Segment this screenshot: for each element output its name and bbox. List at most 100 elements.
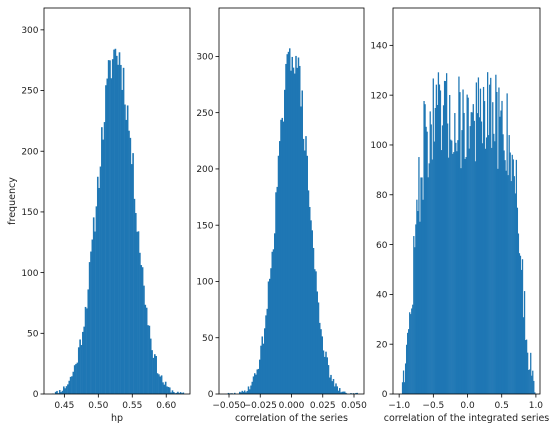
- hp-histogram-bar: [130, 164, 133, 394]
- hp-y-tick-label: 300: [21, 26, 38, 36]
- int-histogram-bar: [445, 73, 448, 395]
- hp-histogram-bar: [164, 381, 167, 394]
- int-y-tick-label: 20: [376, 340, 388, 350]
- hp-histogram-bar: [60, 392, 62, 394]
- corr-histogram-bar: [247, 386, 250, 394]
- int-histogram-bar: [422, 199, 424, 394]
- int-histogram-bar: [447, 123, 449, 395]
- hp-histogram-bar: [137, 231, 140, 394]
- hp-histogram-bar: [90, 251, 92, 394]
- int-histogram-bar: [415, 224, 417, 394]
- corr-histogram-bar: [330, 374, 332, 394]
- hp-histogram-bar: [136, 231, 138, 394]
- corr-histogram-bar: [277, 155, 280, 394]
- int-histogram-bar: [407, 332, 409, 394]
- int-histogram-bar: [468, 148, 470, 394]
- hp-histogram-bar: [106, 78, 109, 395]
- int-histogram-bar: [443, 80, 446, 395]
- int-x-tick-label: 1.0: [529, 401, 544, 411]
- corr-x-tick-label: 0.025: [310, 401, 336, 411]
- int-histogram-bar: [459, 92, 461, 395]
- int-histogram-bar: [500, 110, 502, 394]
- int-histogram-bar: [496, 91, 498, 395]
- int-histogram-bar: [455, 142, 457, 394]
- corr-histogram-bar: [295, 55, 297, 395]
- int-histogram-bar: [476, 113, 479, 395]
- int-histogram-bar: [457, 140, 459, 394]
- hp-histogram-bar: [179, 392, 182, 394]
- hp-histogram-bar: [58, 390, 61, 394]
- hp-histogram-bar: [156, 373, 159, 394]
- int-histogram-bar: [514, 193, 516, 394]
- hp-histogram-bar: [120, 64, 122, 394]
- int-histogram-bar: [521, 259, 524, 394]
- int-histogram-bar: [512, 159, 514, 394]
- int-histogram-bar: [488, 135, 490, 394]
- int-histogram-bar: [498, 87, 500, 394]
- corr-histogram-panel: −0.050−0.025 0.000 0.025 0.050 0 50 100 150 200 2…: [196, 7, 367, 424]
- corr-histogram-bar: [270, 268, 272, 394]
- hp-histogram-bar: [72, 371, 75, 394]
- hp-histogram-bar: [94, 231, 96, 394]
- hp-histogram-bar: [175, 392, 178, 394]
- corr-histogram-bar: [287, 51, 290, 394]
- corr-histogram-bar: [239, 391, 241, 394]
- hp-histogram-bar: [135, 213, 137, 394]
- int-histogram-bar: [523, 291, 526, 394]
- int-histogram-bar: [402, 370, 405, 394]
- corr-histogram-bar: [296, 67, 298, 394]
- corr-histogram-bar: [325, 351, 327, 394]
- int-y-tick-label: 140: [370, 42, 387, 52]
- int-histogram-bar: [517, 233, 520, 394]
- corr-x-tick-label: −0.025: [244, 401, 277, 411]
- corr-histogram-bar: [336, 386, 338, 394]
- hp-histogram-bar: [126, 105, 129, 394]
- hp-histogram-panel: 0.45 0.50 0.55 0.60 0 50 100 150 200 250 300 hp freq…: [7, 7, 191, 424]
- hp-histogram-bar: [167, 386, 170, 394]
- hp-histogram-bar: [122, 67, 125, 394]
- int-histogram-bar: [481, 143, 484, 394]
- int-histogram-bar: [418, 157, 420, 394]
- corr-histogram-bar: [257, 368, 260, 394]
- int-histogram-bar: [433, 141, 435, 394]
- int-histogram-bar: [461, 130, 463, 395]
- int-histogram-bar: [485, 137, 488, 394]
- hp-histogram-bar: [65, 386, 68, 394]
- int-histogram-bar: [477, 77, 480, 395]
- corr-histogram-bar: [339, 388, 341, 394]
- corr-histogram-bar: [281, 117, 283, 394]
- hp-histogram-bar: [84, 306, 87, 394]
- hp-histogram-bar: [170, 392, 172, 394]
- int-histogram-bar: [466, 94, 468, 394]
- hp-histogram-bar: [182, 392, 185, 394]
- corr-histogram-bar: [312, 247, 315, 394]
- int-histogram-bar: [437, 72, 440, 395]
- int-histogram-bar: [478, 117, 481, 394]
- int-histogram-bar: [491, 147, 493, 394]
- hp-histogram-bar: [181, 393, 183, 394]
- hp-histogram-bar: [57, 393, 60, 394]
- int-histogram-bar: [429, 111, 431, 394]
- corr-histogram-bar: [246, 390, 248, 394]
- corr-histogram-bar: [315, 271, 317, 394]
- corr-histogram-bar: [254, 373, 256, 394]
- corr-histogram-bar: [352, 393, 355, 394]
- hp-histogram-bar: [151, 350, 153, 394]
- int-histogram-bar: [464, 158, 466, 394]
- int-histogram-bar: [428, 163, 430, 394]
- corr-y-tick-label: 200: [196, 165, 213, 175]
- int-histogram-bar: [403, 382, 406, 394]
- int-histogram-bar: [483, 101, 486, 394]
- int-histogram-bar: [410, 314, 412, 394]
- corr-histogram-bar: [340, 392, 342, 394]
- int-histogram-bar: [419, 221, 421, 394]
- int-histogram-bar: [475, 82, 478, 395]
- corr-histogram-bar: [266, 308, 268, 394]
- hp-histogram-bar: [96, 176, 99, 394]
- int-histogram-bar: [516, 207, 519, 394]
- hp-histogram-bar: [88, 262, 91, 394]
- hp-histogram-bar: [163, 384, 166, 394]
- int-histogram-bar: [439, 90, 442, 395]
- corr-histogram-bar: [227, 392, 230, 394]
